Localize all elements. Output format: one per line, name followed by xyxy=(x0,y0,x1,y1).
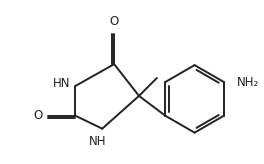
Text: NH₂: NH₂ xyxy=(237,75,259,89)
Text: HN: HN xyxy=(53,77,70,91)
Text: O: O xyxy=(110,15,119,28)
Text: NH: NH xyxy=(88,135,106,148)
Text: O: O xyxy=(33,109,42,122)
